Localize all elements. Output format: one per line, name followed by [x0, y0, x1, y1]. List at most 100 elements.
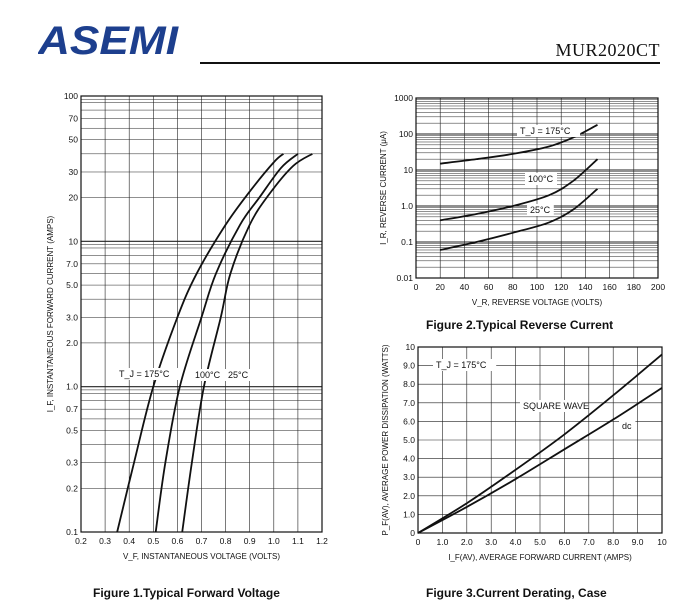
x-tick-label: 0.5 [147, 536, 159, 546]
y-tick-label: 2.0 [403, 491, 415, 501]
y-tick-label: 0.7 [66, 404, 78, 414]
x-tick-label: 7.0 [583, 537, 595, 547]
annotation-175c: T_J = 175°C [520, 126, 571, 136]
annotation-100c: 100°C [528, 174, 554, 184]
y-tick-label: 10 [69, 236, 79, 246]
y-tick-label: 7.0 [66, 259, 78, 269]
y-tick-label: 0.3 [66, 458, 78, 468]
y-tick-label: 100 [64, 91, 78, 101]
x-tick-label: 0 [416, 537, 421, 547]
y-axis-label: I_F, INSTANTANEOUS FORWARD CURRENT (AMPS… [46, 215, 55, 412]
x-tick-label: 20 [435, 282, 445, 292]
y-tick-label: 0.1 [401, 237, 413, 247]
x-tick-label: 8.0 [607, 537, 619, 547]
y-tick-label: 4.0 [403, 454, 415, 464]
y-tick-label: 3.0 [66, 312, 78, 322]
series-line [154, 153, 299, 533]
x-tick-label: 9.0 [632, 537, 644, 547]
figure-3-caption: Figure 3.Current Derating, Case [426, 586, 607, 600]
logo-text: ASEMI [38, 19, 179, 63]
x-tick-label: 160 [603, 282, 617, 292]
x-tick-label: 180 [627, 282, 641, 292]
x-tick-label: 1.0 [436, 537, 448, 547]
y-tick-label: 0.5 [66, 425, 78, 435]
x-tick-label: 0.2 [75, 536, 87, 546]
series-line [417, 387, 663, 534]
y-axis-label: I_R, REVERSE CURRENT (μA) [379, 131, 388, 245]
series-line [440, 188, 599, 251]
annotation-dc-bg [619, 420, 636, 432]
y-tick-label: 10 [406, 342, 416, 352]
x-tick-label: 6.0 [558, 537, 570, 547]
x-tick-label: 1.2 [316, 536, 328, 546]
y-tick-label: 5.0 [66, 280, 78, 290]
x-tick-label: 3.0 [485, 537, 497, 547]
x-tick-label: 60 [484, 282, 494, 292]
y-tick-label: 70 [69, 114, 79, 124]
x-tick-label: 4.0 [510, 537, 522, 547]
figure-1-caption: Figure 1.Typical Forward Voltage [93, 586, 280, 600]
annotation-square-wave-bg [520, 400, 584, 412]
y-tick-label: 1000 [394, 93, 413, 103]
x-tick-label: 80 [508, 282, 518, 292]
y-tick-label: 5.0 [403, 435, 415, 445]
x-tick-label: 0.6 [171, 536, 183, 546]
x-tick-label: 0.8 [220, 536, 232, 546]
x-tick-label: 140 [578, 282, 592, 292]
annotation-175c: T_J = 175°C [436, 360, 487, 370]
x-tick-label: 40 [460, 282, 470, 292]
y-tick-label: 50 [69, 135, 79, 145]
y-tick-label: 2.0 [66, 338, 78, 348]
annotation-100c: 100°C [195, 370, 221, 380]
series-line [116, 153, 285, 533]
annotation-dc: dc [622, 421, 632, 431]
y-tick-label: 6.0 [403, 416, 415, 426]
y-tick-label: 9.0 [403, 361, 415, 371]
plot-frame [415, 97, 659, 279]
annotation-175c-bg [433, 359, 497, 371]
x-tick-label: 0.3 [99, 536, 111, 546]
x-axis-label: V_R, REVERSE VOLTAGE (VOLTS) [472, 298, 603, 307]
y-axis-label: P_F(AV), AVERAGE POWER DISSIPATION (WATT… [381, 344, 390, 535]
annotation-100c-bg [192, 369, 224, 381]
y-tick-label: 1.0 [66, 382, 78, 392]
annotation-25c: 25°C [228, 370, 249, 380]
series-line [417, 353, 663, 534]
y-tick-label: 7.0 [403, 398, 415, 408]
annotation-175c: T_J = 175°C [119, 369, 170, 379]
x-tick-label: 2.0 [461, 537, 473, 547]
x-tick-label: 120 [554, 282, 568, 292]
x-tick-label: 1.0 [268, 536, 280, 546]
x-tick-label: 0 [414, 282, 419, 292]
x-axis-label: I_F(AV), AVERAGE FORWARD CURRENT (AMPS) [448, 553, 632, 562]
annotation-25c-bg [527, 204, 554, 216]
x-tick-label: 1.1 [292, 536, 304, 546]
y-tick-label: 8.0 [403, 379, 415, 389]
series-line [181, 153, 313, 533]
y-tick-label: 0.01 [396, 273, 413, 283]
header-rule [200, 62, 660, 64]
y-tick-label: 100 [399, 129, 413, 139]
y-tick-label: 3.0 [403, 472, 415, 482]
asemi-logo: ASEMI [38, 19, 179, 63]
annotation-175c-bg [116, 368, 180, 380]
x-tick-label: 5.0 [534, 537, 546, 547]
y-tick-label: 1.0 [403, 509, 415, 519]
x-axis-label: V_F, INSTANTANEOUS VOLTAGE (VOLTS) [123, 552, 280, 561]
annotation-100c-bg [525, 173, 557, 185]
y-tick-label: 20 [69, 193, 79, 203]
figure-2-caption: Figure 2.Typical Reverse Current [426, 318, 614, 332]
annotation-square-wave: SQUARE WAVE [523, 401, 589, 411]
annotation-175c-bg [517, 125, 581, 137]
y-tick-label: 10 [404, 165, 414, 175]
y-tick-label: 0 [410, 528, 415, 538]
x-tick-label: 0.9 [244, 536, 256, 546]
y-tick-label: 0.1 [66, 527, 78, 537]
x-tick-label: 100 [530, 282, 544, 292]
x-tick-label: 200 [651, 282, 665, 292]
plot-frame [417, 346, 663, 534]
y-tick-label: 0.2 [66, 483, 78, 493]
